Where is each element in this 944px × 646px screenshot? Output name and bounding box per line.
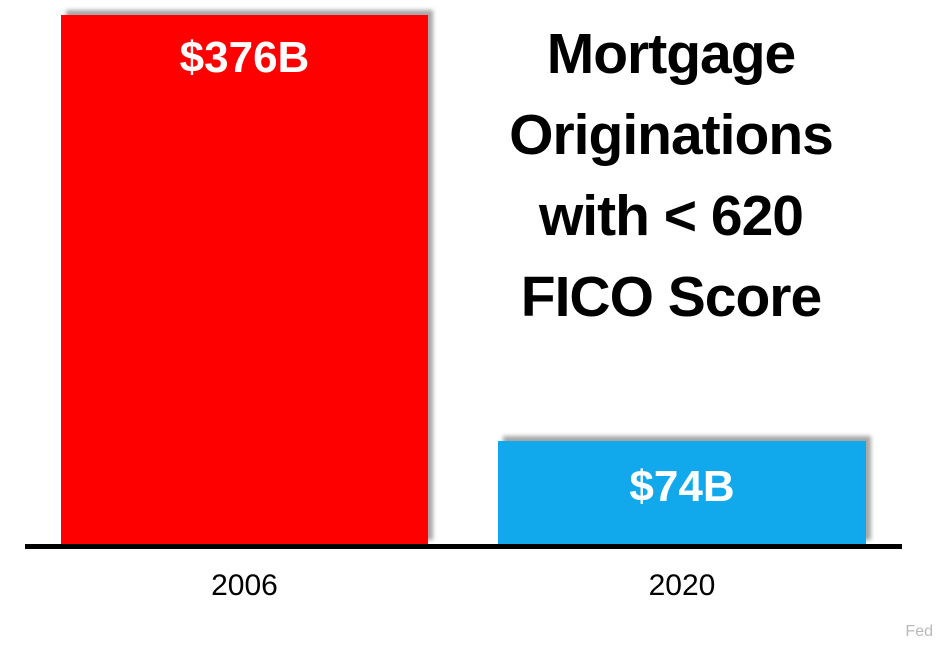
- bar-2020-value-label: $74B: [629, 462, 735, 511]
- chart-title: Mortgage Originations with < 620 FICO Sc…: [451, 14, 891, 338]
- chart-title-line-4: FICO Score: [520, 265, 822, 329]
- source-attribution: Fed: [905, 623, 933, 640]
- chart-title-line-1: Mortgage: [546, 22, 797, 86]
- bar-2006-value-label: $376B: [179, 33, 310, 82]
- chart-title-line-3: with < 620: [538, 184, 804, 248]
- bar-2020: $74B: [498, 441, 866, 545]
- x-axis-line: [25, 544, 902, 549]
- category-label-2006: 2006: [211, 569, 278, 602]
- category-label-2020: 2020: [648, 569, 716, 602]
- bar-2006: $376B: [61, 15, 428, 545]
- chart-title-line-2: Originations: [509, 103, 834, 167]
